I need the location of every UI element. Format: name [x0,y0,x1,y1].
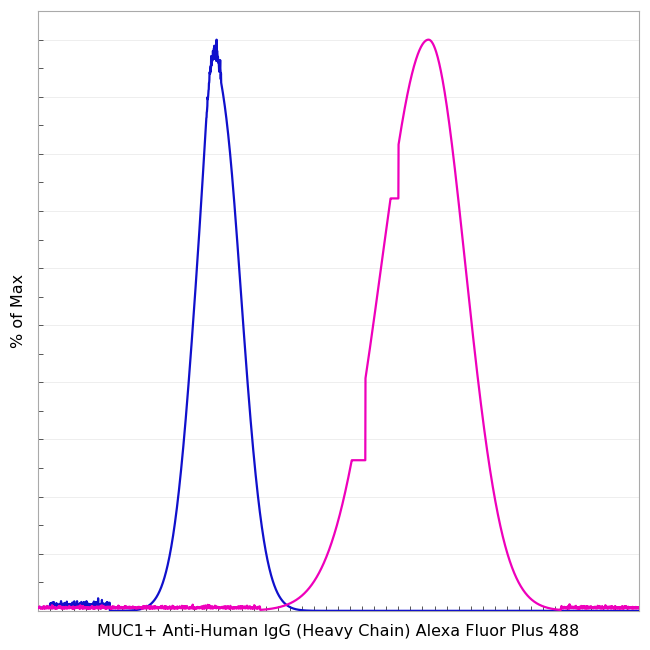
Y-axis label: % of Max: % of Max [11,274,26,348]
X-axis label: MUC1+ Anti-Human IgG (Heavy Chain) Alexa Fluor Plus 488: MUC1+ Anti-Human IgG (Heavy Chain) Alexa… [98,624,579,639]
